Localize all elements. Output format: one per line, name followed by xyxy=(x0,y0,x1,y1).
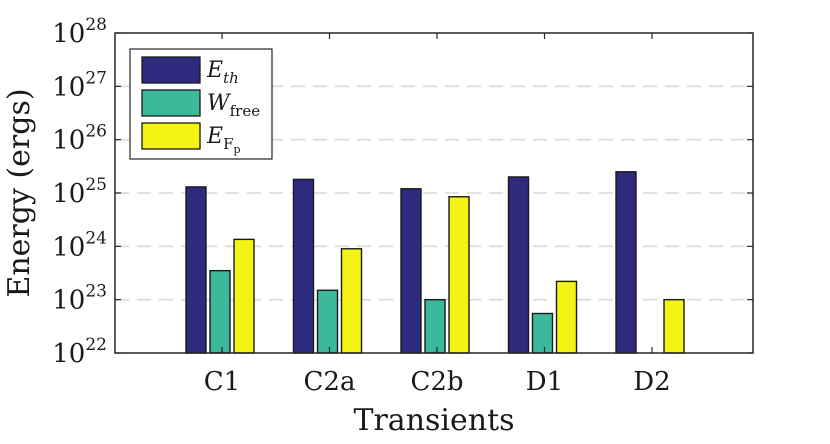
bar-W_free-C2a xyxy=(316,289,339,354)
bar-E_Fp-C2b xyxy=(448,196,470,354)
y-tick-label: 1025 xyxy=(52,175,107,209)
bar-E_th-C2a xyxy=(292,178,315,354)
bar-E_th-D2 xyxy=(615,171,637,354)
x-axis-label: Transients xyxy=(353,403,514,438)
legend-label-E_th: Eth xyxy=(206,58,239,87)
bar-E_Fp-D2 xyxy=(663,298,685,354)
bar-W_free-D1 xyxy=(531,312,554,354)
y-tick-label: 1028 xyxy=(52,15,107,49)
bar-E_th-C2b xyxy=(400,188,422,354)
x-tick-label: D2 xyxy=(633,367,670,397)
bar-E_Fp-C2a xyxy=(340,248,363,354)
y-axis-ticks: 1022 1023 1024 1025 1026 1027 1028 xyxy=(52,15,753,369)
legend-swatch-E_th xyxy=(141,56,201,84)
legend-swatch-W_free xyxy=(141,89,201,117)
bar-W_free-C2b xyxy=(424,298,446,354)
bar-E_Fp-D1 xyxy=(555,280,578,354)
x-tick-label: D1 xyxy=(526,367,563,397)
y-tick-label: 1024 xyxy=(52,228,107,262)
x-tick-label: C1 xyxy=(204,367,240,397)
y-tick-label: 1022 xyxy=(52,335,107,369)
bar-W_free-C1 xyxy=(209,269,231,354)
legend-swatch-E_Fp xyxy=(141,122,201,150)
x-axis-ticks: C1 C2a C2b D1 D2 xyxy=(204,33,671,397)
bar-E_th-D1 xyxy=(507,176,530,354)
bar-E_th-C1 xyxy=(185,186,207,354)
y-tick-label: 1023 xyxy=(52,282,107,316)
y-tick-label: 1027 xyxy=(52,68,107,102)
y-axis-label: Energy (ergs) xyxy=(2,88,37,297)
x-tick-label: C2a xyxy=(304,367,356,397)
x-tick-label: C2b xyxy=(410,367,463,397)
y-tick-label: 1026 xyxy=(52,122,107,156)
bar-E_Fp-C1 xyxy=(233,238,255,354)
bars xyxy=(185,171,685,354)
